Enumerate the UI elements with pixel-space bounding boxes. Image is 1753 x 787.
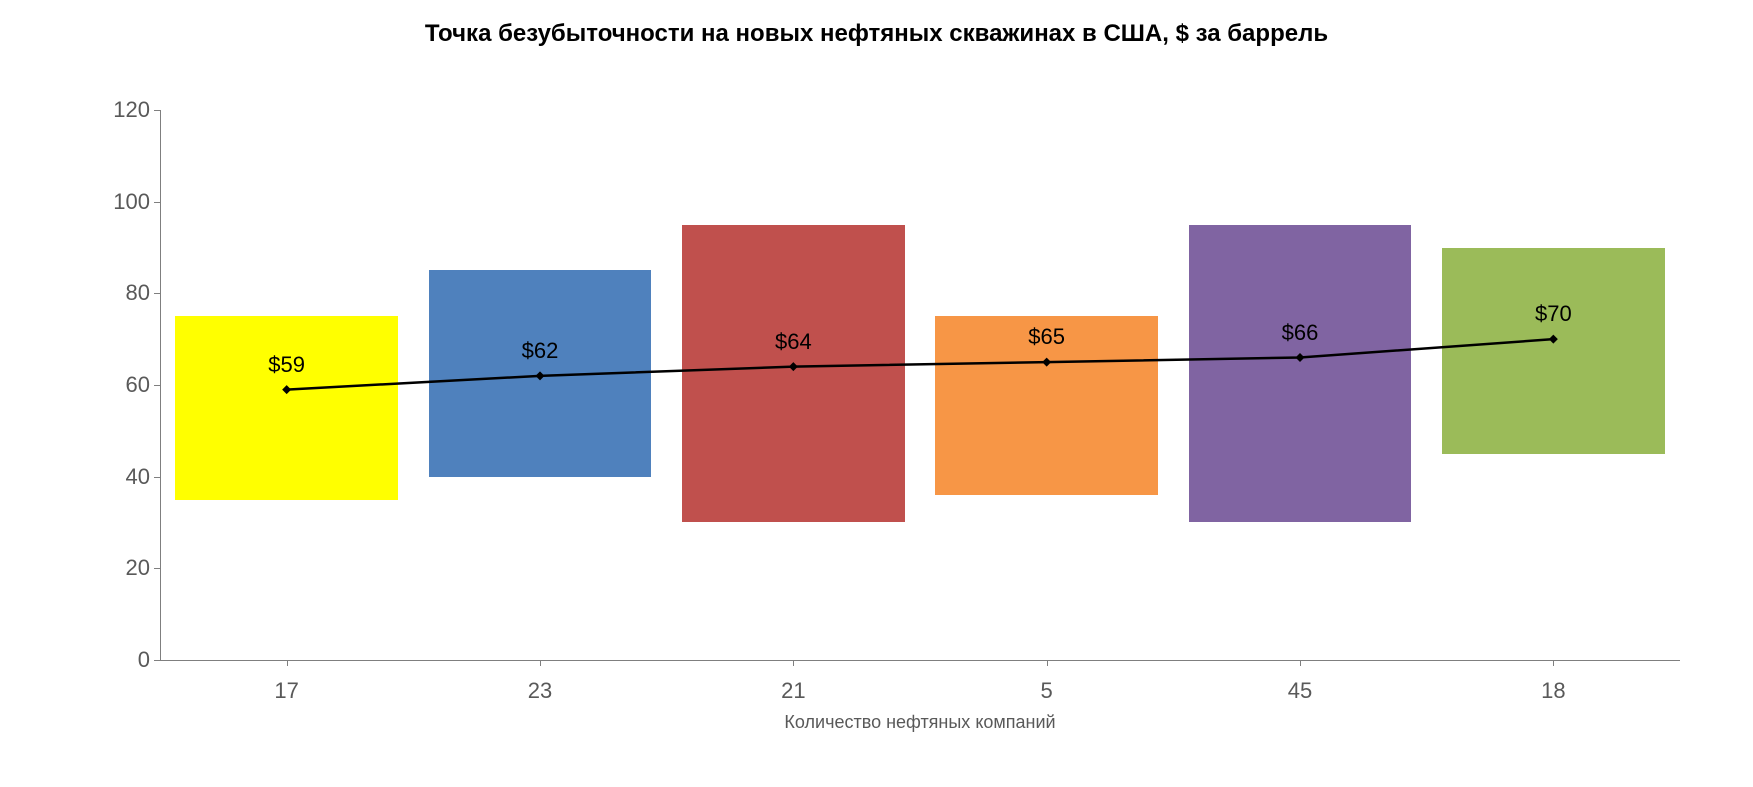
data-point-label: $62 — [522, 338, 559, 364]
x-tick-label: 18 — [1541, 678, 1565, 704]
data-point-marker — [1549, 335, 1558, 344]
x-tick-label: 23 — [528, 678, 552, 704]
y-tick-label: 0 — [100, 647, 150, 673]
data-point-label: $65 — [1028, 324, 1065, 350]
x-tick-label: 45 — [1288, 678, 1312, 704]
x-tick-mark — [1300, 660, 1301, 666]
x-tick-mark — [1553, 660, 1554, 666]
y-tick-mark — [154, 660, 160, 661]
chart-container: Точка безубыточности на новых нефтяных с… — [0, 0, 1753, 787]
data-point-marker — [789, 362, 798, 371]
data-point-label: $70 — [1535, 301, 1572, 327]
y-tick-label: 20 — [100, 555, 150, 581]
y-tick-label: 120 — [100, 97, 150, 123]
x-tick-mark — [287, 660, 288, 666]
x-tick-label: 17 — [274, 678, 298, 704]
data-point-label: $66 — [1282, 320, 1319, 346]
x-axis-title: Количество нефтяных компаний — [784, 712, 1055, 733]
line-series — [160, 110, 1680, 660]
x-tick-mark — [1047, 660, 1048, 666]
data-point-marker — [282, 385, 291, 394]
chart-title: Точка безубыточности на новых нефтяных с… — [0, 20, 1753, 48]
x-tick-label: 21 — [781, 678, 805, 704]
trend-line — [287, 339, 1554, 389]
y-tick-label: 80 — [100, 280, 150, 306]
data-point-label: $59 — [268, 352, 305, 378]
y-tick-label: 100 — [100, 189, 150, 215]
plot-area: 020406080100120 $59$62$64$65$66$70 17232… — [160, 110, 1680, 660]
x-tick-label: 5 — [1041, 678, 1053, 704]
x-axis-line — [160, 660, 1680, 661]
x-tick-mark — [540, 660, 541, 666]
data-point-marker — [536, 371, 545, 380]
data-point-marker — [1042, 358, 1051, 367]
y-tick-label: 40 — [100, 464, 150, 490]
data-point-label: $64 — [775, 329, 812, 355]
data-point-marker — [1296, 353, 1305, 362]
x-tick-mark — [793, 660, 794, 666]
y-tick-label: 60 — [100, 372, 150, 398]
